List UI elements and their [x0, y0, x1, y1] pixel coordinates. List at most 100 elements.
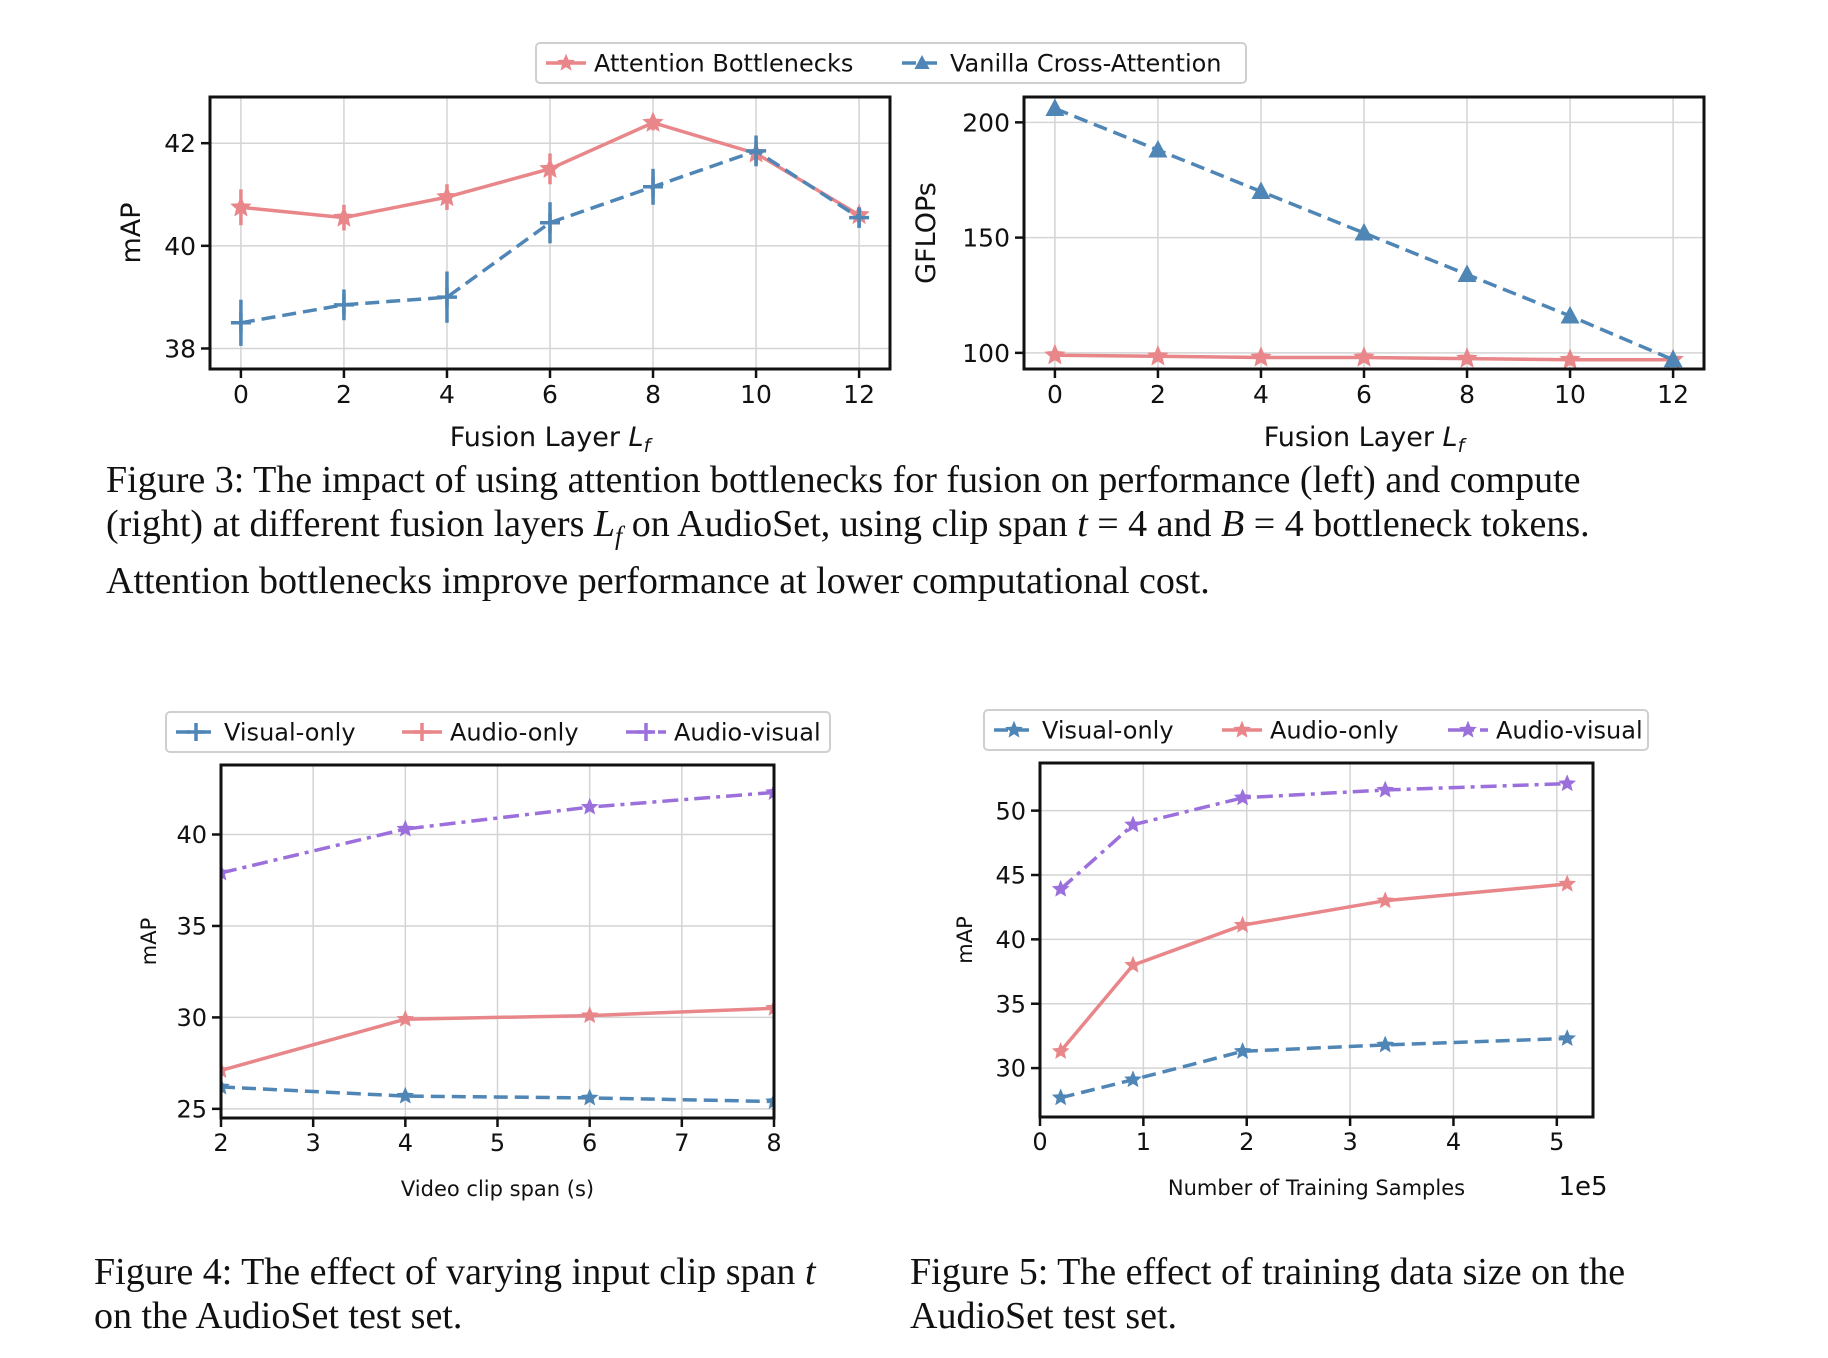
data-point	[1124, 955, 1142, 973]
data-point	[1250, 346, 1272, 367]
figure-3-caption-line-2h: = 4 bottleneck tokens.	[1244, 503, 1590, 545]
data-point	[1376, 891, 1395, 909]
chart-fig3-left: 0 2 4 6 8 10 12 38 40 42 Fusion Layer Lf mAP	[116, 95, 892, 457]
legend-entry: Audio-visual	[626, 719, 821, 747]
data-point	[1251, 181, 1271, 200]
legend-label: Audio-only	[1270, 717, 1399, 745]
data-point	[1376, 780, 1395, 798]
x-tick-label: 2	[336, 380, 352, 409]
figure-4-caption-line-1a: Figure 4: The effect of varying input cl…	[94, 1251, 805, 1293]
x-tick-label: 10	[1554, 380, 1586, 409]
x-tick-label: 2	[213, 1129, 228, 1157]
data-point	[1051, 1041, 1070, 1059]
data-point	[746, 140, 767, 161]
data-point	[643, 176, 664, 197]
series-line	[221, 1006, 774, 1073]
series-attention-bottlenecks	[1044, 343, 1684, 369]
legend: Attention Bottlenecks Vanilla Cross-Atten…	[535, 42, 1247, 84]
data-point	[221, 1061, 230, 1078]
x-tick-label: 4	[398, 1129, 413, 1157]
data-point	[1663, 349, 1683, 368]
legend-label: Visual-only	[224, 719, 356, 747]
data-point	[1558, 774, 1577, 792]
y-tick-label: 40	[995, 926, 1026, 954]
y-tick-label: 150	[962, 224, 1010, 253]
data-point	[1457, 264, 1477, 282]
legend-frame	[535, 42, 1247, 84]
legend: Visual-only Audio-only Audio-visual	[983, 709, 1649, 751]
x-axis-label: Fusion Layer Lf	[450, 422, 654, 457]
data-point	[540, 212, 560, 233]
data-point	[765, 999, 774, 1016]
series-vanilla-cross-attention	[1045, 98, 1683, 368]
data-point	[436, 287, 457, 308]
x-tick-label: 0	[1047, 380, 1063, 409]
data-point	[221, 863, 230, 881]
figure-3-caption-line-2e: t	[1077, 503, 1088, 545]
data-point	[849, 207, 870, 228]
figure-3-caption-line-3: Attention bottlenecks improve performanc…	[106, 559, 1210, 602]
figure-3-caption-line-2a: (right) at different fusion layers	[106, 503, 594, 545]
legend-entry: Audio-only	[1222, 717, 1399, 745]
legend-entry: Audio-visual	[1448, 717, 1643, 745]
x-axis-label: Number of Training Samples	[1168, 1176, 1465, 1200]
y-axis-label: GFLOPs	[911, 182, 942, 284]
x-tick-label: 3	[306, 1129, 321, 1157]
data-point	[1233, 1041, 1252, 1059]
x-tick-label: 0	[233, 380, 249, 409]
y-tick-label: 38	[164, 334, 196, 363]
legend-marker	[557, 53, 575, 71]
figure-3-caption-line-2f: = 4 and	[1087, 503, 1222, 545]
data-point	[642, 111, 664, 132]
y-tick-label: 25	[176, 1095, 207, 1123]
data-point	[396, 819, 415, 837]
x-tick-label: 0	[1032, 1128, 1047, 1156]
x-tick-label: 12	[1657, 380, 1689, 409]
x-tick-label: 6	[1356, 380, 1372, 409]
data-point	[1456, 347, 1478, 368]
data-point	[1376, 1035, 1395, 1053]
x-axis-label: Video clip span (s)	[401, 1177, 594, 1201]
x-axis-label: Fusion Layer Lf	[1264, 422, 1468, 457]
data-point	[230, 312, 251, 333]
x-tick-label: 2	[1150, 380, 1166, 409]
legend-entry: Attention Bottlenecks	[546, 50, 853, 78]
chart-fig4: 2 3 4 5 6 7 8 25 30 35 40 Video clip span (s) mAP	[137, 763, 782, 1201]
x-tick-label: 6	[582, 1129, 597, 1157]
y-tick-label: 30	[176, 1004, 207, 1032]
data-point	[1147, 344, 1169, 366]
series-audio-visual	[221, 783, 774, 881]
figure-3-caption-line-2g: B	[1221, 503, 1245, 545]
x-tick-label: 5	[1549, 1128, 1564, 1156]
grid-lines	[220, 765, 775, 1118]
data-point	[396, 1086, 415, 1104]
legend-marker	[1005, 720, 1023, 738]
data-point	[1148, 140, 1168, 158]
y-tick-label: 35	[995, 990, 1026, 1018]
legend-entry: Vanilla Cross-Attention	[902, 50, 1222, 78]
data-point	[1045, 98, 1065, 117]
legend-label: Audio-visual	[674, 719, 821, 747]
x-tick-label: 1	[1136, 1128, 1151, 1156]
legend-label: Audio-only	[450, 719, 579, 747]
y-tick-label: 42	[164, 129, 196, 158]
data-point	[580, 797, 599, 815]
data-point	[765, 1092, 774, 1110]
legend-marker	[637, 723, 655, 741]
y-tick-label: 40	[176, 821, 207, 849]
x-tick-label: 4	[1253, 380, 1269, 409]
data-point	[1560, 305, 1580, 324]
figure-3-caption-line-2d: on AudioSet, using clip span	[622, 503, 1078, 545]
series-vanilla-cross-attention	[230, 135, 870, 346]
x-tick-label: 4	[439, 380, 455, 409]
data-point	[230, 195, 252, 217]
grid-lines	[1024, 97, 1704, 369]
y-tick-label: 200	[962, 108, 1010, 137]
data-point	[1558, 874, 1577, 892]
data-point	[1124, 815, 1142, 833]
legend-label: Vanilla Cross-Attention	[950, 50, 1222, 78]
data-point	[1051, 879, 1070, 897]
series-audio-only	[1051, 874, 1577, 1059]
